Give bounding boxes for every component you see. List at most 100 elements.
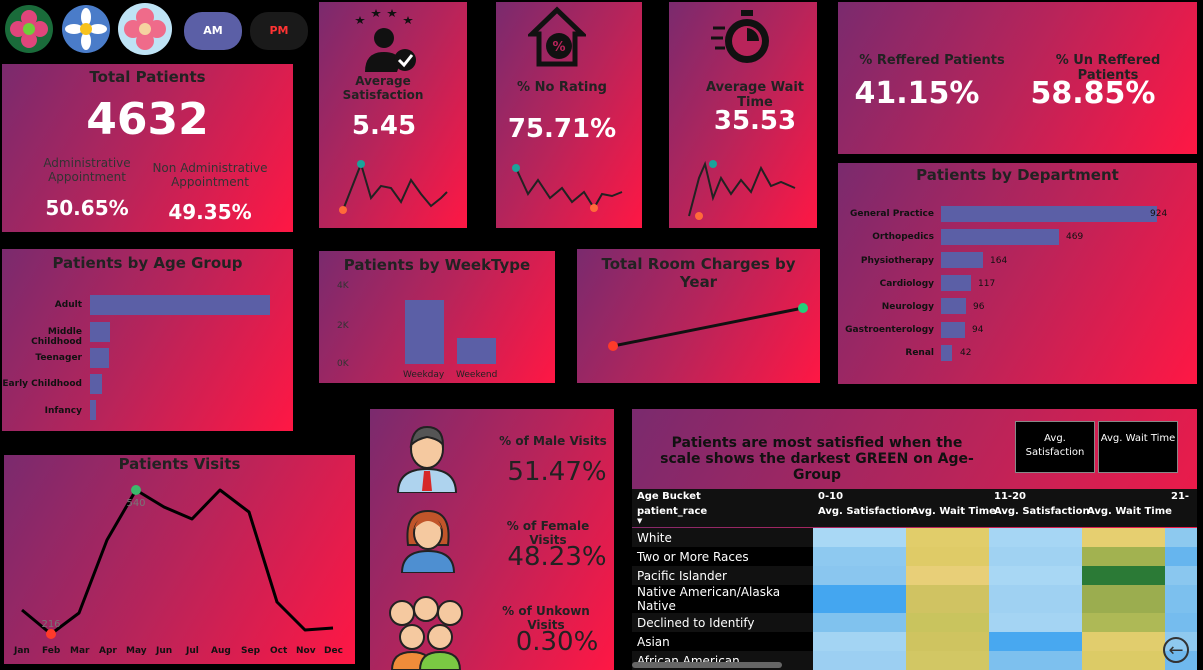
visits-title: Patients Visits (118, 455, 241, 473)
weektype-bar[interactable] (405, 300, 444, 364)
dept-value: 117 (978, 279, 996, 289)
weektype-title: Patients by WeekType (343, 256, 531, 274)
sort-arrow-icon[interactable]: ▼ (637, 517, 643, 525)
group-avatar-icon (389, 596, 463, 670)
dept-bar[interactable] (941, 298, 966, 314)
race-label: Two or More Races (632, 547, 813, 566)
visits-min-label: 216 (41, 619, 60, 630)
weektype-label: Weekday (403, 370, 445, 380)
age-bar[interactable] (90, 374, 102, 394)
dept-value: 924 (1150, 209, 1168, 219)
visits-month: Jul (186, 646, 199, 656)
wait-time-sparkline (688, 160, 796, 220)
visits-line-chart: 216 540 (21, 485, 334, 639)
referred-card: % Reffered Patients 41.15% % Un Reffered… (838, 2, 1197, 154)
weektype-bar[interactable] (457, 338, 496, 364)
male-value: 51.47% (507, 457, 607, 487)
dept-label: Renal (905, 348, 934, 358)
col-header: Avg. Satisfaction (994, 506, 1090, 517)
table-row[interactable]: Asian (632, 632, 1197, 651)
department-card: Patients by Department General Practice … (838, 163, 1197, 384)
visits-month: Jun (156, 646, 173, 656)
table-row[interactable]: Native American/Alaska Native (632, 585, 1197, 613)
table-row[interactable]: Declined to Identify (632, 613, 1197, 632)
dept-bar[interactable] (941, 322, 965, 338)
col-header: Avg. Wait Time (911, 506, 996, 517)
weektype-card: Patients by WeekType 4K 2K 0K Weekday We… (319, 251, 555, 383)
age-bar[interactable] (90, 295, 270, 315)
dept-value: 42 (960, 348, 972, 358)
male-label: % of Male Visits (499, 434, 607, 448)
satisfaction-label: Average Satisfaction (342, 74, 424, 102)
heatmap-title: Patients are most satisfied when the sca… (660, 435, 974, 483)
female-label: % of Female Visits (506, 519, 590, 547)
satisfaction-card: Average Satisfaction 5.45 (319, 2, 467, 228)
visits-card: Patients Visits 216 540 Jan Feb Mar Apr … (4, 455, 355, 664)
flower-icon-green[interactable] (5, 5, 53, 53)
dept-bar[interactable] (941, 229, 1059, 245)
dept-value: 164 (990, 256, 1008, 266)
dept-bar[interactable] (941, 345, 952, 361)
no-rating-sparkline (512, 164, 623, 212)
bucket-21: 21- (1171, 491, 1190, 502)
flower-icon-daisy[interactable] (62, 5, 110, 53)
bucket-11-20: 11-20 (994, 491, 1026, 502)
admin-value: 50.65% (45, 196, 129, 220)
nonadmin-value: 49.35% (168, 200, 252, 224)
heatmap-table: White Two or More Races Pacific Islander… (632, 528, 1197, 670)
age-bar[interactable] (90, 348, 109, 368)
dept-label: General Practice (849, 209, 934, 219)
table-row[interactable]: Two or More Races (632, 547, 1197, 566)
patient-race-header[interactable]: patient_race (637, 506, 708, 517)
dept-value: 96 (973, 302, 985, 312)
dept-bar[interactable] (941, 206, 1157, 222)
referred-value: 41.15% (854, 76, 980, 111)
dept-label: Physiotherapy (860, 256, 934, 266)
table-row[interactable]: White (632, 528, 1197, 547)
visits-month: Feb (42, 646, 61, 656)
col-header: Avg. Satisfaction (818, 506, 914, 517)
room-charges-line (608, 303, 808, 351)
avg-satisfaction-button[interactable]: Avg. Satisfaction (1015, 421, 1095, 473)
dept-label: Orthopedics (872, 232, 934, 242)
age-bar[interactable] (90, 400, 96, 420)
visits-month: May (126, 646, 147, 656)
back-arrow-icon[interactable]: ← (1163, 637, 1189, 663)
weektype-label: Weekend (456, 370, 498, 380)
referred-label: % Reffered Patients (859, 53, 1005, 68)
visits-month: Dec (324, 646, 343, 656)
unreferred-label: % Un Reffered Patients (1055, 53, 1161, 83)
stopwatch-icon (711, 10, 769, 63)
unknown-value: 0.30% (515, 627, 599, 657)
no-rating-icon: % (528, 6, 586, 67)
bucket-0-10: 0-10 (818, 491, 844, 502)
unreferred-value: 58.85% (1030, 76, 1156, 111)
female-value: 48.23% (507, 542, 607, 572)
no-rating-label: % No Rating (517, 80, 607, 95)
avg-wait-time-button[interactable]: Avg. Wait Time (1098, 421, 1178, 473)
dept-label: Cardiology (879, 279, 934, 289)
age-bar[interactable] (90, 322, 110, 342)
visits-month: Sep (241, 646, 261, 656)
race-label: Native American/Alaska Native (632, 585, 813, 613)
age-group-title: Patients by Age Group (52, 254, 243, 272)
gender-card: % of Male Visits 51.47% % of Female Visi… (370, 409, 614, 670)
race-label: Asian (632, 632, 813, 651)
am-button[interactable]: AM (184, 12, 242, 50)
pm-button[interactable]: PM (250, 12, 308, 50)
dept-bar[interactable] (941, 275, 971, 291)
satisfaction-value: 5.45 (351, 111, 417, 141)
race-label: Pacific Islander (632, 566, 813, 585)
wait-time-card: Average Wait Time 35.53 (669, 2, 817, 228)
table-row[interactable]: Pacific Islander (632, 566, 1197, 585)
horizontal-scrollbar[interactable] (632, 662, 782, 668)
no-rating-value: 75.71% (507, 114, 617, 144)
dept-bar[interactable] (941, 252, 983, 268)
age-label: Early Childhood (2, 379, 82, 389)
svg-text:%: % (552, 40, 565, 55)
col-header: Avg. Wait Time (1087, 506, 1172, 517)
visits-max-label: 540 (126, 498, 145, 509)
race-label: White (632, 528, 813, 547)
age-label: Adult (54, 300, 82, 310)
flower-icon-pink[interactable] (118, 3, 172, 55)
